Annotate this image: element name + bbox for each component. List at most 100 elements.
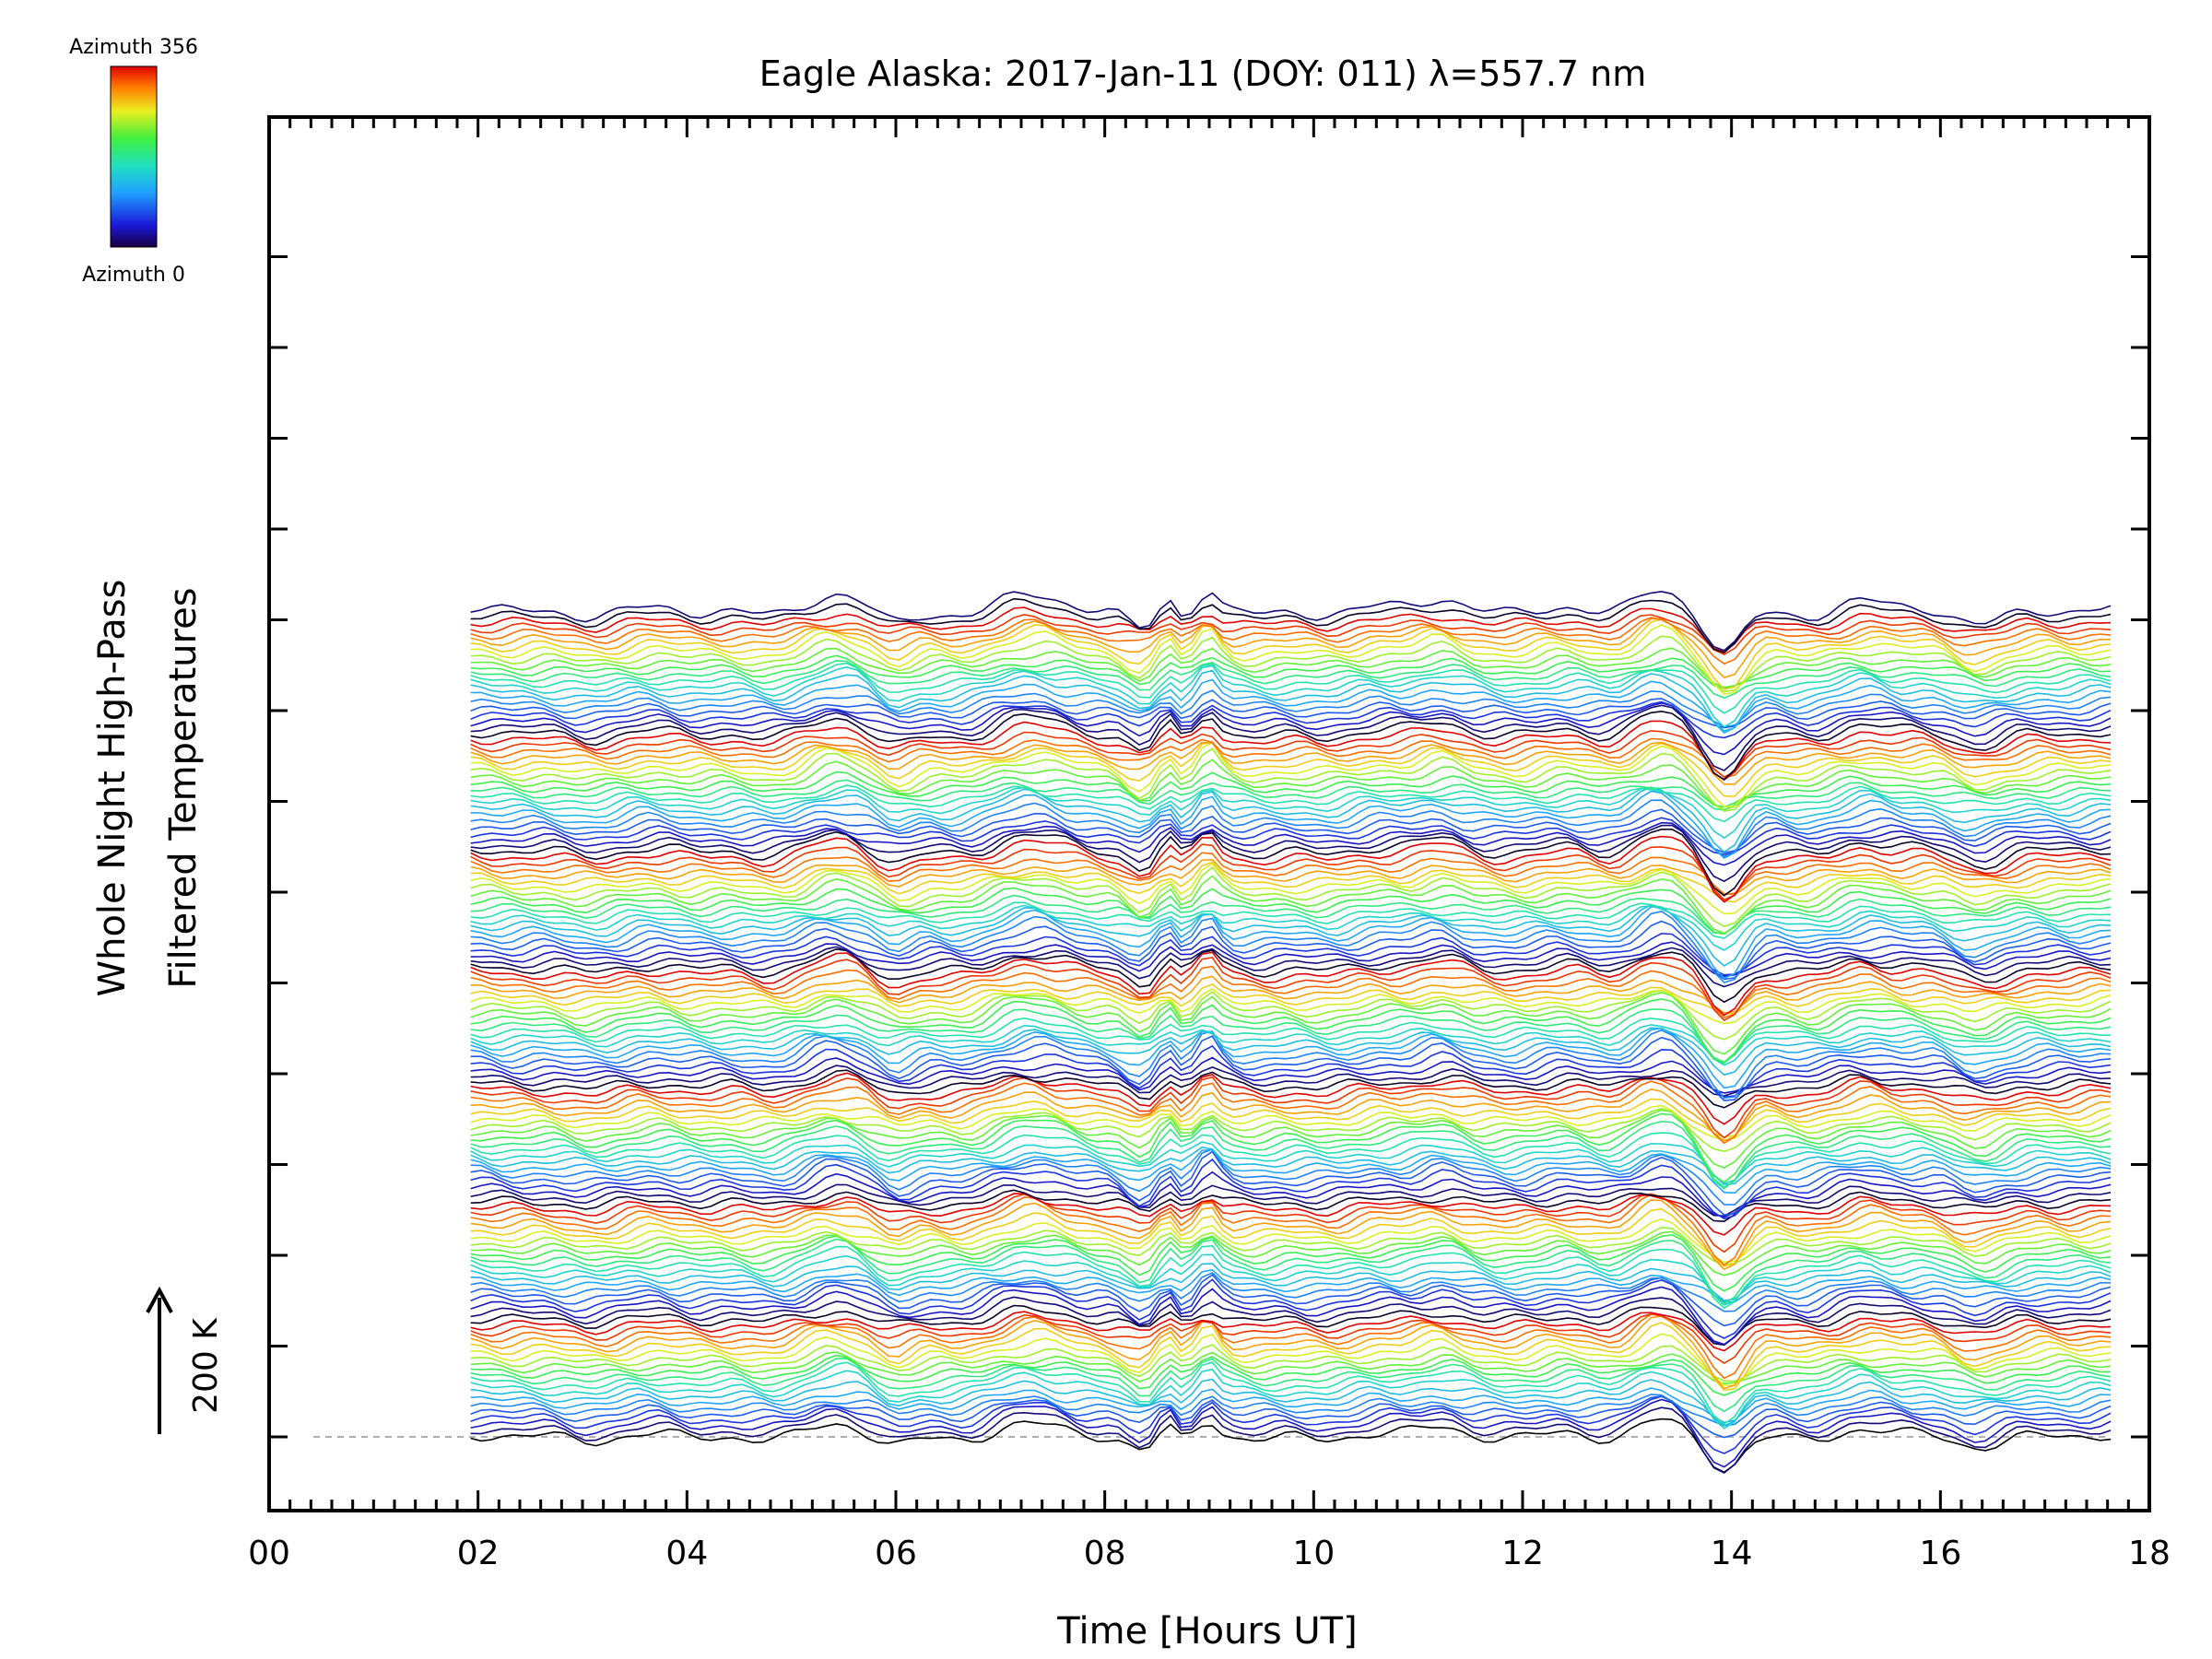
series-line xyxy=(470,1076,2112,1139)
series-line xyxy=(470,920,2112,981)
series-line xyxy=(470,741,2112,808)
series-line xyxy=(470,1098,2112,1138)
series-line xyxy=(470,932,2112,976)
series-line xyxy=(470,1132,2112,1188)
x-tick-labels: 00 02 04 06 08 10 12 14 16 18 xyxy=(248,1535,2171,1572)
x-tick-label: 18 xyxy=(2128,1535,2171,1572)
series-line xyxy=(470,654,2112,689)
series-line xyxy=(470,1354,2112,1396)
series-line xyxy=(470,991,2112,1055)
series-line xyxy=(470,1148,2112,1194)
series-line xyxy=(470,861,2112,903)
series-line xyxy=(470,1268,2112,1303)
series-line xyxy=(470,1313,2112,1380)
series-line xyxy=(470,957,2112,1021)
series-line xyxy=(470,1112,2112,1183)
series-line xyxy=(470,784,2112,823)
scale-bar-label: 200 K xyxy=(187,1317,225,1414)
series-line xyxy=(470,904,2112,951)
series-line xyxy=(470,910,2112,983)
series-line xyxy=(470,904,2112,967)
axis-ticks xyxy=(267,117,2151,1511)
series-line xyxy=(470,1263,2112,1301)
series-line xyxy=(470,741,2112,797)
series-line xyxy=(470,737,2112,778)
series-line xyxy=(470,951,2112,1017)
series-line xyxy=(470,1027,2112,1077)
series-line xyxy=(470,1069,2112,1109)
series-line xyxy=(470,1148,2112,1206)
series-line xyxy=(470,901,2112,939)
series-line xyxy=(470,647,2112,688)
series-line xyxy=(470,824,2112,883)
series-line xyxy=(470,1238,2112,1305)
series-line xyxy=(470,606,2112,653)
series-line xyxy=(470,1311,2112,1352)
series-line xyxy=(470,821,2112,866)
series-line xyxy=(470,1278,2112,1339)
x-tick-label: 02 xyxy=(457,1535,500,1572)
series-line xyxy=(470,1193,2112,1236)
series-line xyxy=(470,1024,2112,1066)
series-line xyxy=(470,1361,2112,1426)
series-line xyxy=(470,828,2112,897)
series-line xyxy=(470,590,2112,652)
series-line xyxy=(470,875,2112,935)
series-line xyxy=(470,1044,2112,1098)
chart-title: Eagle Alaska: 2017-Jan-11 (DOY: 011) λ=5… xyxy=(759,53,1647,94)
series-line xyxy=(470,808,2112,854)
series-line xyxy=(470,989,2112,1041)
series-line xyxy=(470,975,2112,1014)
series-line xyxy=(470,1183,2112,1218)
x-tick-label: 04 xyxy=(665,1535,708,1572)
series-line xyxy=(470,1351,2112,1385)
series-line xyxy=(470,817,2112,855)
series-line xyxy=(470,1104,2112,1141)
series-line xyxy=(470,624,2112,695)
series-line xyxy=(470,1056,2112,1094)
series-line xyxy=(470,1271,2112,1312)
series-line xyxy=(470,786,2112,853)
x-tick-label: 14 xyxy=(1711,1535,1753,1572)
series-line xyxy=(470,1230,2112,1277)
series-line xyxy=(470,613,2112,656)
x-tick-label: 06 xyxy=(875,1535,917,1572)
series-line xyxy=(470,665,2112,728)
series-line xyxy=(470,1027,2112,1089)
colorbar xyxy=(110,65,158,248)
series-line xyxy=(470,730,2112,778)
series-line xyxy=(470,998,2112,1064)
x-axis-label: Time [Hours UT] xyxy=(1056,1610,1357,1653)
series-line xyxy=(470,1080,2112,1145)
x-tick-label: 00 xyxy=(248,1535,290,1572)
series-line xyxy=(470,1344,2112,1382)
series-line xyxy=(470,720,2112,782)
x-tick-label: 12 xyxy=(1501,1535,1544,1572)
series-line xyxy=(470,1193,2112,1253)
series-line xyxy=(470,618,2112,679)
series-line xyxy=(470,786,2112,840)
series-line xyxy=(470,659,2112,700)
series-line xyxy=(470,1296,2112,1346)
series-line xyxy=(470,946,2112,988)
series-line xyxy=(470,1233,2112,1292)
series-line xyxy=(470,1312,2112,1365)
series-line xyxy=(470,759,2112,811)
series-line xyxy=(470,1121,2112,1190)
series-line xyxy=(470,1286,2112,1346)
series-line xyxy=(470,987,2112,1025)
scale-bar: 200 K xyxy=(146,1286,225,1434)
scale-bar-arrowhead xyxy=(146,1286,173,1313)
trace-series xyxy=(470,590,2112,1475)
series-line xyxy=(470,701,2112,756)
series-line xyxy=(470,1193,2112,1266)
series-line xyxy=(470,1035,2112,1101)
series-line xyxy=(470,597,2112,654)
series-line xyxy=(470,1065,2112,1097)
series-line xyxy=(470,1171,2112,1218)
series-line xyxy=(470,1141,2112,1184)
series-line xyxy=(470,1368,2112,1430)
series-line xyxy=(470,790,2112,859)
series-line xyxy=(470,1029,2112,1100)
